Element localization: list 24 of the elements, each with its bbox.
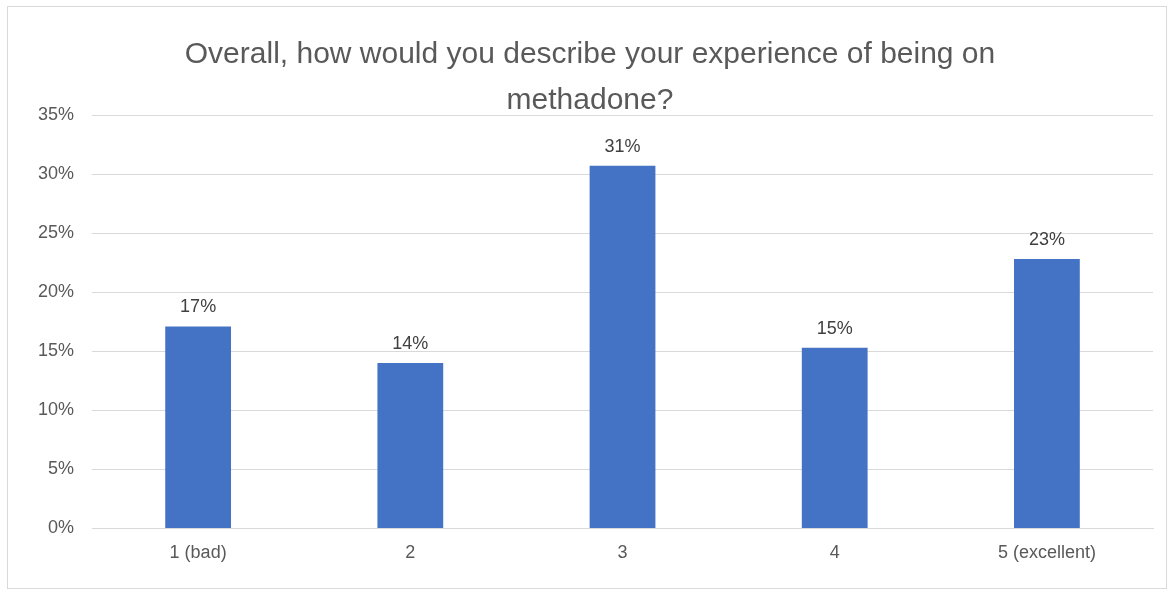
x-tick-label: 3	[617, 542, 628, 563]
x-tick-label: 2	[405, 542, 416, 563]
x-tick-label: 1 (bad)	[169, 542, 227, 563]
data-label: 31%	[604, 135, 641, 156]
data-label: 15%	[816, 317, 853, 338]
y-tick-label: 35%	[38, 103, 75, 124]
data-label: 17%	[180, 296, 217, 317]
data-label: 23%	[1028, 229, 1065, 250]
data-label: 14%	[392, 333, 429, 354]
chart-title: Overall, how would you describe your experience of being on methadone?	[183, 35, 997, 117]
y-tick-label: 5%	[48, 458, 75, 479]
x-tick-label: 4	[829, 542, 840, 563]
bar	[377, 363, 444, 528]
y-tick-label: 25%	[38, 222, 75, 243]
bar	[165, 326, 232, 528]
bar	[1014, 259, 1080, 528]
y-tick-label: 0%	[48, 517, 75, 538]
x-tick-label: 5 (excellent)	[997, 542, 1096, 563]
y-tick-label: 20%	[38, 281, 75, 302]
y-tick-label: 30%	[38, 163, 75, 184]
bar	[589, 165, 656, 528]
y-tick-label: 15%	[38, 340, 75, 361]
bar	[801, 347, 868, 528]
y-tick-label: 10%	[38, 399, 75, 420]
